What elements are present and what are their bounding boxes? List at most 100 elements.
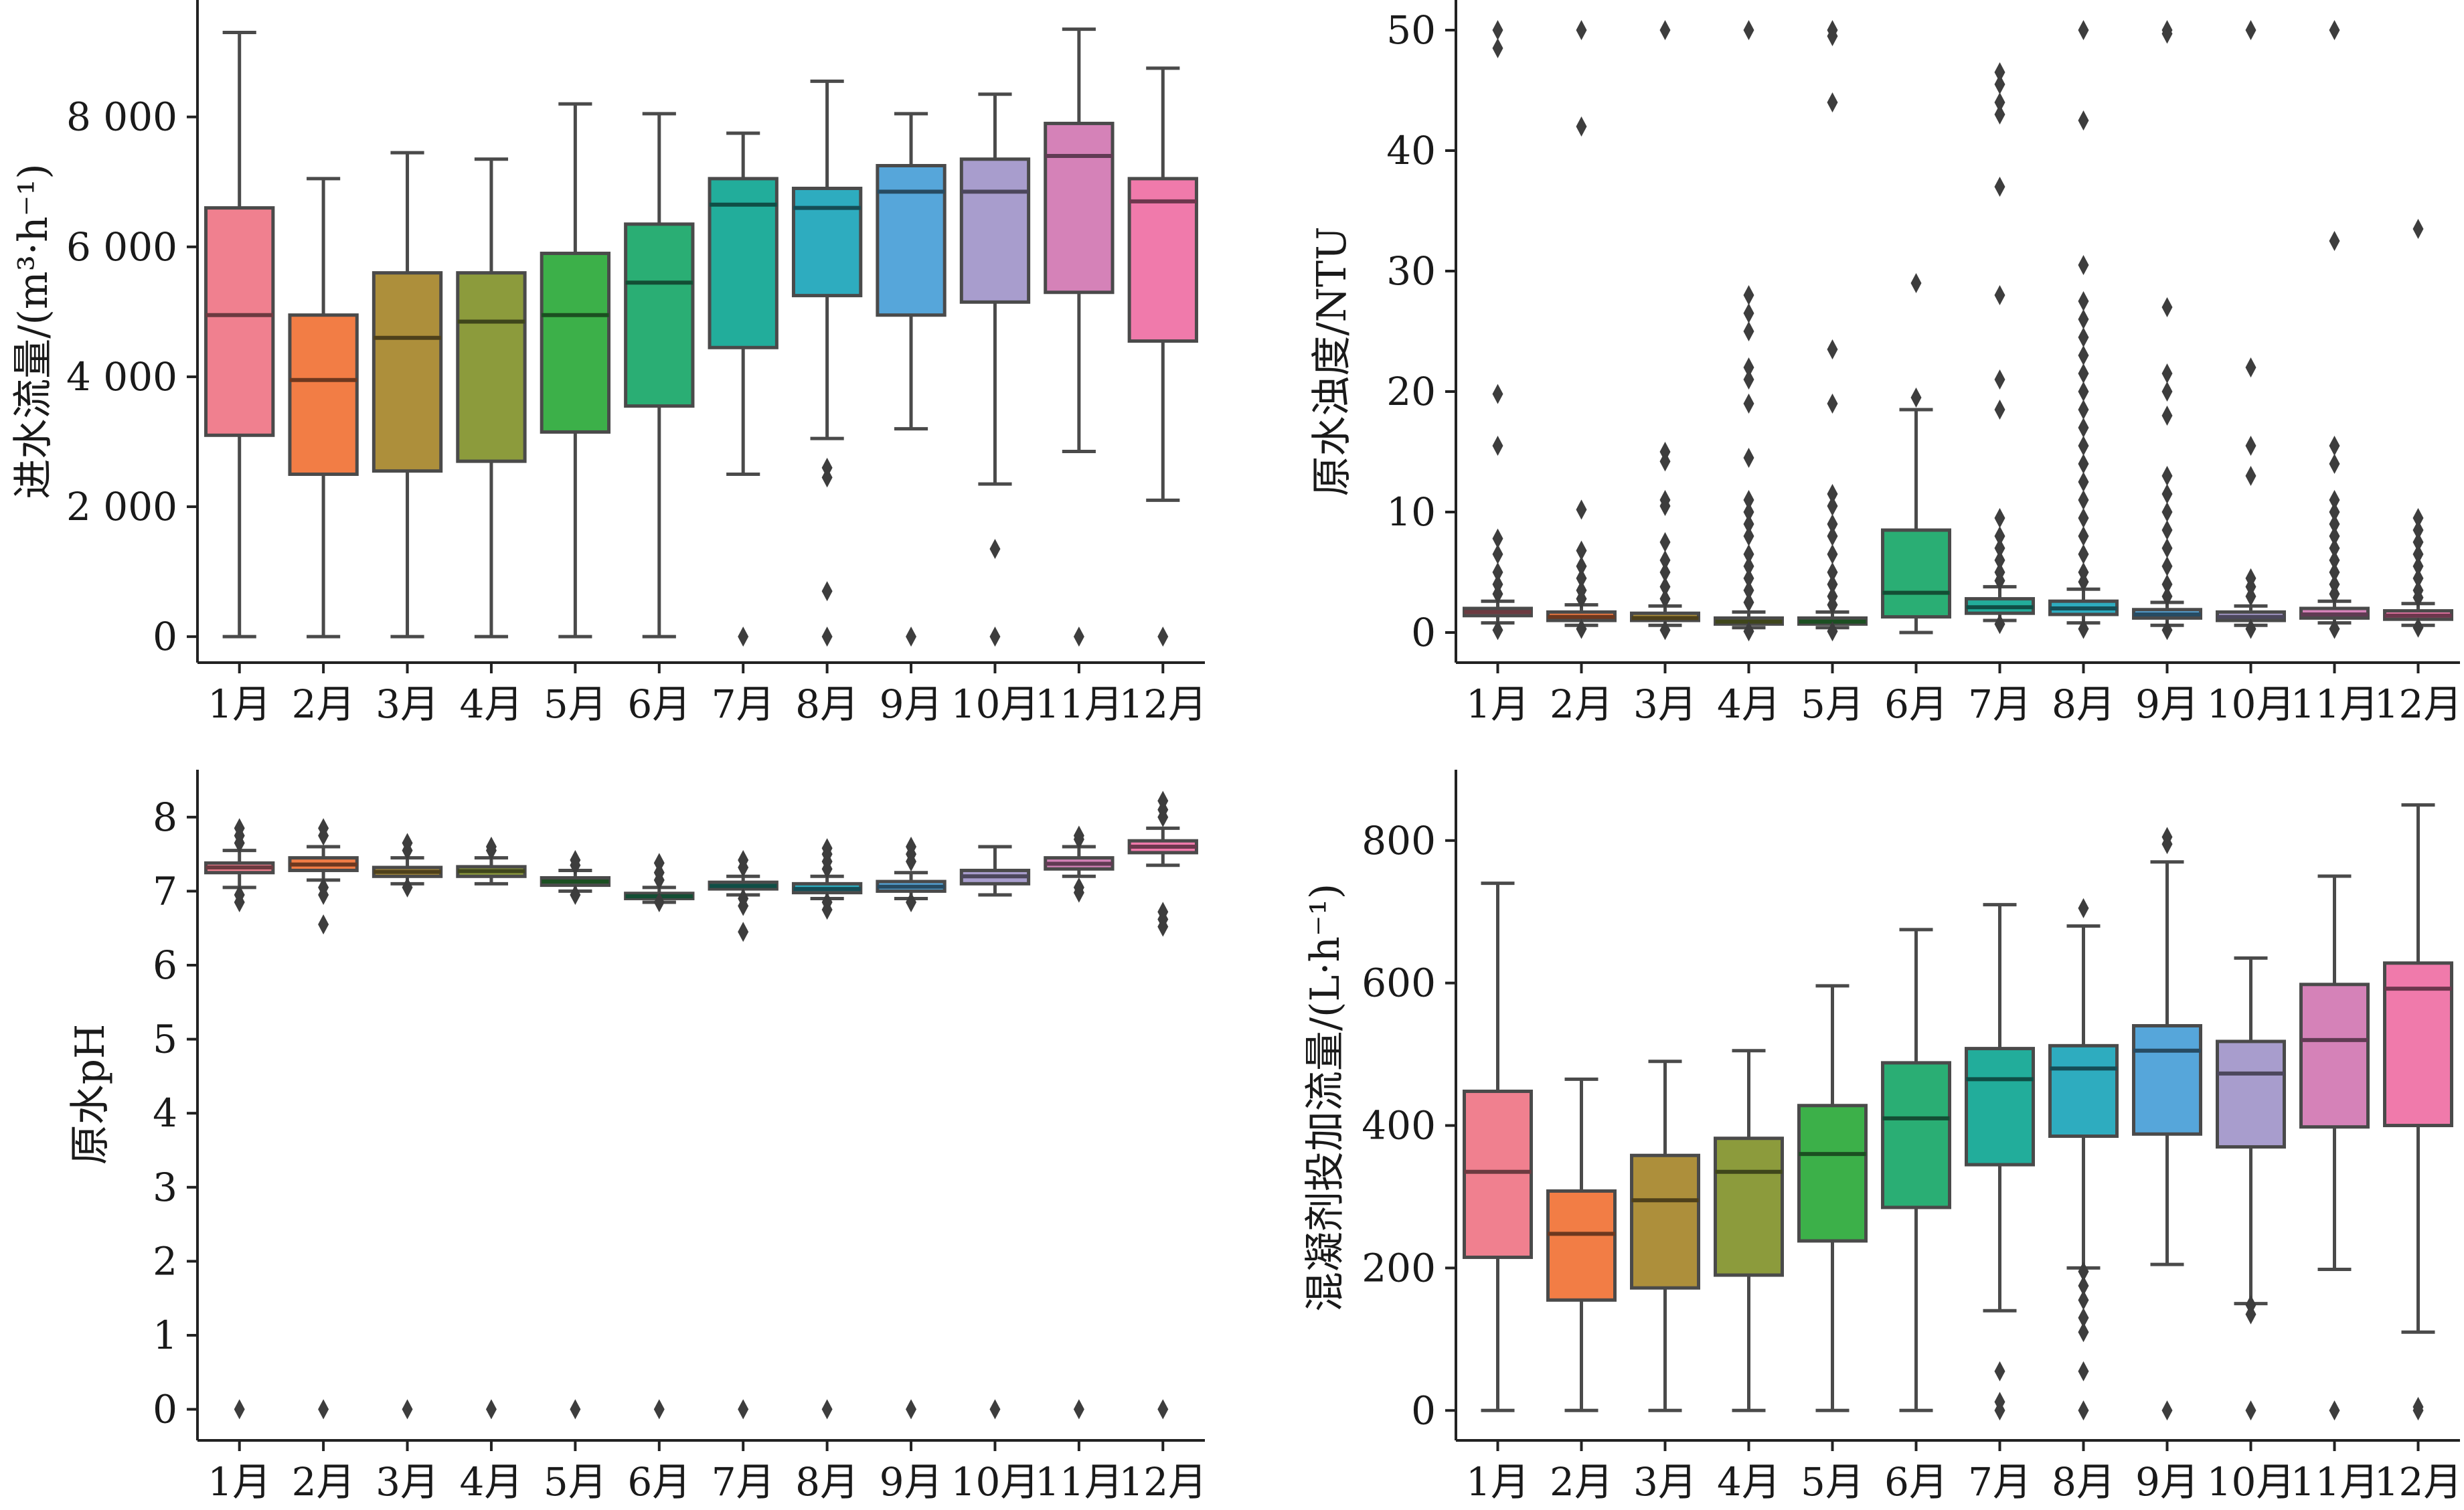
outlier-point xyxy=(2329,436,2340,456)
box-iqr xyxy=(1965,1047,2035,1167)
outlier-point xyxy=(1994,538,2005,558)
outlier-point xyxy=(1157,807,1169,827)
outlier-point xyxy=(2245,20,2256,40)
y-tick-label: 2 xyxy=(153,1238,177,1284)
outlier-point xyxy=(2161,574,2173,594)
x-tick-label: 7月 xyxy=(712,681,775,727)
outlier-point xyxy=(318,1399,329,1420)
box-7 xyxy=(1965,903,2035,1421)
outlier-point xyxy=(821,467,833,488)
y-tick-label: 20 xyxy=(1386,369,1436,414)
box-10 xyxy=(2216,956,2286,1421)
outlier-point xyxy=(1994,62,2005,82)
outlier-point xyxy=(1743,490,1754,510)
outlier-point xyxy=(570,1399,581,1420)
y-tick-label: 1 xyxy=(153,1313,177,1358)
outlier-point xyxy=(1743,369,1754,390)
box-iqr xyxy=(1630,1153,1700,1290)
outlier-point xyxy=(2161,502,2173,522)
x-tick-label: 4月 xyxy=(1717,681,1781,727)
outlier-point xyxy=(989,1399,1001,1420)
outlier-point xyxy=(2078,436,2089,456)
outlier-point xyxy=(1743,556,1754,576)
outlier-point xyxy=(1743,526,1754,546)
outlier-point xyxy=(1827,562,1838,582)
y-tick-label: 8 000 xyxy=(66,94,177,140)
outlier-point xyxy=(2078,1322,2089,1343)
box-iqr xyxy=(1881,1061,1951,1209)
outlier-point xyxy=(2161,406,2173,426)
x-tick-label: 9月 xyxy=(2135,681,2199,727)
outlier-point xyxy=(2245,586,2256,606)
y-tick-label: 4 xyxy=(153,1090,177,1136)
x-tick-label: 10月 xyxy=(951,1459,1040,1505)
box-1 xyxy=(1463,882,1533,1412)
outlier-point xyxy=(2245,1400,2256,1421)
outlier-point xyxy=(2412,617,2424,638)
outlier-point xyxy=(1994,177,2005,197)
outlier-point xyxy=(2078,400,2089,420)
outlier-point xyxy=(2329,514,2340,534)
x-tick-label: 11月 xyxy=(1035,1459,1123,1505)
x-tick-label: 9月 xyxy=(2135,1459,2199,1505)
box-iqr xyxy=(1881,528,1951,619)
box-5 xyxy=(540,102,611,639)
outlier-point xyxy=(1576,540,1587,561)
outlier-point xyxy=(1743,514,1754,534)
x-tick-label: 1月 xyxy=(1466,1459,1530,1505)
box-8 xyxy=(2048,898,2119,1421)
chart-coagulant-dose: 0 200 400 600 800 1月 2月 3月 4月 5月 6月 7月 8月 9月 10月11月12月… xyxy=(1302,770,2462,1505)
outlier-point xyxy=(1994,285,2005,305)
y-tick-label: 30 xyxy=(1386,248,1436,294)
box-iqr xyxy=(372,271,443,473)
outlier-point xyxy=(1743,568,1754,588)
outlier-point xyxy=(1994,570,2005,591)
box-6 xyxy=(1881,928,1951,1412)
x-tick-label: 2月 xyxy=(292,681,355,727)
box-10 xyxy=(2216,20,2286,639)
box-12 xyxy=(1127,66,1198,647)
y-tick-label: 0 xyxy=(153,614,177,659)
outlier-point xyxy=(1743,580,1754,600)
x-tick-label: 5月 xyxy=(1801,681,1864,727)
outlier-point xyxy=(2161,1400,2173,1421)
outlier-point xyxy=(2161,556,2173,576)
box-7 xyxy=(708,849,778,1420)
box-1 xyxy=(204,31,275,639)
outlier-point xyxy=(2161,363,2173,384)
outlier-point xyxy=(318,884,329,905)
box-7 xyxy=(1965,62,2035,635)
x-tick-label: 5月 xyxy=(544,1459,607,1505)
box-4 xyxy=(1714,20,1784,642)
box-7 xyxy=(708,131,778,647)
outlier-point xyxy=(1994,74,2005,94)
outlier-point xyxy=(485,840,497,861)
x-tick-label: 1月 xyxy=(208,1459,271,1505)
box-9 xyxy=(876,112,947,647)
box-iqr xyxy=(1044,121,1115,295)
outlier-point xyxy=(2412,219,2424,239)
outlier-point xyxy=(2412,544,2424,564)
outlier-point xyxy=(1492,620,1503,641)
y-tick-label: 0 xyxy=(153,1387,177,1432)
x-tick-label: 3月 xyxy=(376,1459,439,1505)
outlier-point xyxy=(1659,576,1671,597)
box-iqr xyxy=(1546,1189,1617,1302)
outlier-point xyxy=(2412,568,2424,588)
x-tick-label: 6月 xyxy=(627,1459,691,1505)
x-tick-label: 2月 xyxy=(1550,681,1613,727)
outlier-point xyxy=(402,877,413,898)
outlier-point xyxy=(1659,20,1671,40)
outlier-point xyxy=(2078,898,2089,918)
box-4 xyxy=(456,837,527,1420)
outlier-point xyxy=(2245,466,2256,486)
outlier-point xyxy=(738,922,749,942)
y-axis-label: 原水pH xyxy=(67,1024,114,1165)
outlier-point xyxy=(1827,26,1838,46)
x-tick-label: 11月 xyxy=(2291,681,2379,727)
outlier-point xyxy=(1827,574,1838,594)
box-4 xyxy=(1714,1049,1784,1412)
outlier-point xyxy=(1743,303,1754,323)
y-tick-label: 40 xyxy=(1386,128,1436,173)
